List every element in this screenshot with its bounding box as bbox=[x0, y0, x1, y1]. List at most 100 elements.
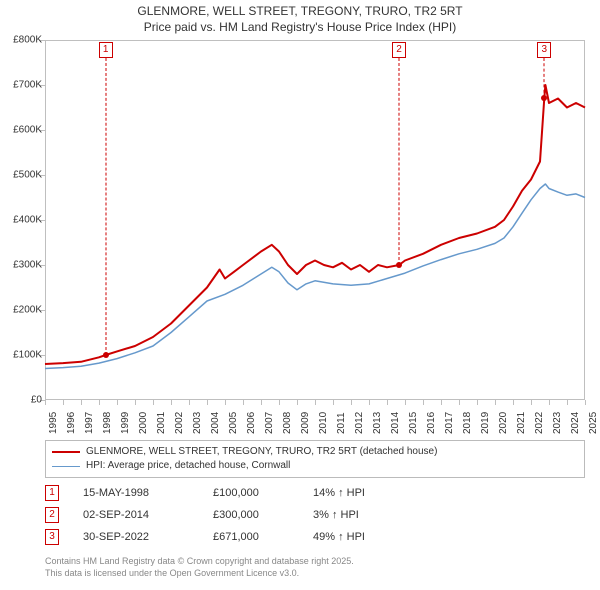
attribution-line-2: This data is licensed under the Open Gov… bbox=[45, 568, 299, 578]
x-tick bbox=[243, 400, 244, 405]
x-tick bbox=[279, 400, 280, 405]
x-tick bbox=[531, 400, 532, 405]
x-axis-label: 2016 bbox=[426, 412, 437, 434]
sale-price: £100,000 bbox=[213, 487, 313, 499]
sales-table: 115-MAY-1998£100,00014% ↑ HPI202-SEP-201… bbox=[45, 482, 585, 548]
plot-svg bbox=[45, 40, 585, 400]
series-line bbox=[45, 184, 585, 369]
x-axis-label: 1998 bbox=[102, 412, 113, 434]
sale-marker-box: 2 bbox=[392, 42, 406, 58]
legend-item: HPI: Average price, detached house, Corn… bbox=[52, 459, 578, 473]
x-axis-label: 2009 bbox=[300, 412, 311, 434]
x-axis-label: 2011 bbox=[336, 412, 347, 434]
x-axis-label: 2018 bbox=[462, 412, 473, 434]
sale-delta: 49% ↑ HPI bbox=[313, 531, 365, 543]
legend-label: GLENMORE, WELL STREET, TREGONY, TRURO, T… bbox=[86, 445, 437, 459]
sale-marker-dot bbox=[541, 95, 547, 101]
x-axis-label: 2010 bbox=[318, 412, 329, 434]
sale-marker-box: 3 bbox=[537, 42, 551, 58]
x-axis-label: 2021 bbox=[516, 412, 527, 434]
x-tick bbox=[81, 400, 82, 405]
attribution: Contains HM Land Registry data © Crown c… bbox=[45, 556, 585, 579]
legend-label: HPI: Average price, detached house, Corn… bbox=[86, 459, 290, 473]
attribution-line-1: Contains HM Land Registry data © Crown c… bbox=[45, 556, 354, 566]
x-tick bbox=[315, 400, 316, 405]
x-axis-label: 2007 bbox=[264, 412, 275, 434]
legend-swatch bbox=[52, 466, 80, 467]
x-axis-label: 2000 bbox=[138, 412, 149, 434]
y-axis-label: £700K bbox=[13, 80, 42, 91]
x-tick bbox=[153, 400, 154, 405]
x-tick bbox=[225, 400, 226, 405]
x-tick bbox=[405, 400, 406, 405]
x-tick bbox=[387, 400, 388, 405]
x-tick bbox=[135, 400, 136, 405]
x-tick bbox=[495, 400, 496, 405]
y-axis-label: £300K bbox=[13, 260, 42, 271]
x-axis-label: 2017 bbox=[444, 412, 455, 434]
x-tick bbox=[99, 400, 100, 405]
sale-price: £671,000 bbox=[213, 531, 313, 543]
sale-index-box: 2 bbox=[45, 507, 59, 523]
x-axis-label: 2008 bbox=[282, 412, 293, 434]
sale-marker-line bbox=[105, 58, 106, 355]
x-axis-label: 1999 bbox=[120, 412, 131, 434]
sale-index-box: 3 bbox=[45, 529, 59, 545]
y-axis-label: £800K bbox=[13, 35, 42, 46]
sale-row: 3 30-SEP-2022£671,00049% ↑ HPI bbox=[45, 526, 585, 548]
y-axis-label: £400K bbox=[13, 215, 42, 226]
x-tick bbox=[585, 400, 586, 405]
x-tick bbox=[351, 400, 352, 405]
sale-date: 30-SEP-2022 bbox=[83, 531, 213, 543]
x-tick bbox=[171, 400, 172, 405]
x-axis-label: 2022 bbox=[534, 412, 545, 434]
y-axis-label: £500K bbox=[13, 170, 42, 181]
sale-row: 2 02-SEP-2014£300,0003% ↑ HPI bbox=[45, 504, 585, 526]
series-line bbox=[45, 85, 585, 364]
x-axis-label: 2003 bbox=[192, 412, 203, 434]
x-tick bbox=[297, 400, 298, 405]
title-line-2: Price paid vs. HM Land Registry's House … bbox=[144, 20, 456, 34]
x-tick bbox=[45, 400, 46, 405]
x-axis-label: 2002 bbox=[174, 412, 185, 434]
sale-row: 115-MAY-1998£100,00014% ↑ HPI bbox=[45, 482, 585, 504]
x-axis-label: 2005 bbox=[228, 412, 239, 434]
sale-delta: 14% ↑ HPI bbox=[313, 487, 365, 499]
x-tick bbox=[369, 400, 370, 405]
y-axis-label: £0 bbox=[31, 395, 42, 406]
x-axis-label: 2015 bbox=[408, 412, 419, 434]
x-axis-label: 2013 bbox=[372, 412, 383, 434]
x-axis-label: 2019 bbox=[480, 412, 491, 434]
x-tick bbox=[261, 400, 262, 405]
x-axis-label: 1997 bbox=[84, 412, 95, 434]
x-axis-label: 2014 bbox=[390, 412, 401, 434]
x-axis-label: 2020 bbox=[498, 412, 509, 434]
legend: GLENMORE, WELL STREET, TREGONY, TRURO, T… bbox=[45, 440, 585, 478]
x-tick bbox=[63, 400, 64, 405]
x-tick bbox=[207, 400, 208, 405]
sale-marker-dot bbox=[103, 352, 109, 358]
sale-marker-box: 1 bbox=[99, 42, 113, 58]
x-axis-label: 2025 bbox=[588, 412, 599, 434]
sale-marker-line bbox=[399, 58, 400, 265]
x-axis-label: 1996 bbox=[66, 412, 77, 434]
x-tick bbox=[333, 400, 334, 405]
sale-price: £300,000 bbox=[213, 509, 313, 521]
y-axis-label: £200K bbox=[13, 305, 42, 316]
sale-date: 02-SEP-2014 bbox=[83, 509, 213, 521]
chart-frame: GLENMORE, WELL STREET, TREGONY, TRURO, T… bbox=[0, 0, 600, 590]
x-tick bbox=[423, 400, 424, 405]
x-axis-label: 2006 bbox=[246, 412, 257, 434]
y-axis-label: £600K bbox=[13, 125, 42, 136]
x-tick bbox=[549, 400, 550, 405]
x-axis-label: 2004 bbox=[210, 412, 221, 434]
x-tick bbox=[459, 400, 460, 405]
sale-marker-line bbox=[544, 58, 545, 98]
x-axis-label: 2012 bbox=[354, 412, 365, 434]
chart-area: £0£100K£200K£300K£400K£500K£600K£700K£80… bbox=[45, 40, 585, 400]
sale-index-box: 1 bbox=[45, 485, 59, 501]
x-tick bbox=[477, 400, 478, 405]
sale-delta: 3% ↑ HPI bbox=[313, 509, 359, 521]
legend-swatch bbox=[52, 451, 80, 453]
sale-marker-dot bbox=[396, 262, 402, 268]
